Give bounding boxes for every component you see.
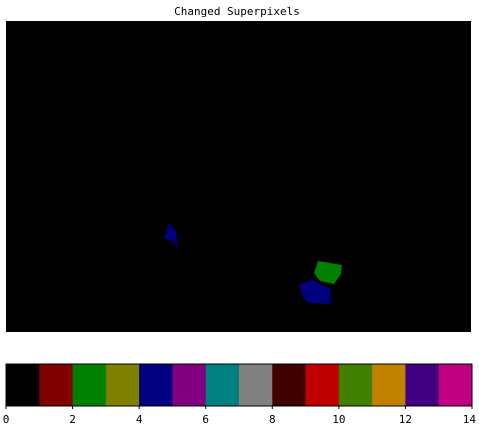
colorbar-tick-label-3: 6 — [202, 413, 209, 426]
colorbar-cell-13 — [438, 364, 473, 406]
colorbar-tick-label-6: 12 — [399, 413, 412, 426]
superpixel-region-2 — [314, 261, 342, 284]
colorbar-frame — [5, 363, 473, 407]
colorbar-tick-label-1: 2 — [69, 413, 76, 426]
colorbar-cell-0 — [6, 364, 40, 406]
colorbar-cell-1 — [39, 364, 74, 406]
colorbar-cell-3 — [105, 364, 140, 406]
colorbar-cell-8 — [272, 364, 307, 406]
colorbar-cell-10 — [338, 364, 373, 406]
colorbar-cells — [6, 364, 473, 406]
colorbar-tick-label-0: 0 — [3, 413, 10, 426]
colorbar-cell-12 — [405, 364, 440, 406]
colorbar-ticks: 0 2 4 6 8 10 12 14 — [3, 406, 477, 426]
colorbar-tick-label-4: 8 — [269, 413, 276, 426]
colorbar-cell-4 — [139, 364, 173, 406]
superpixel-image — [6, 21, 471, 332]
changed-regions — [164, 224, 342, 304]
image-background — [6, 21, 471, 332]
colorbar-cell-11 — [372, 364, 406, 406]
colorbar-cell-6 — [205, 364, 240, 406]
colorbar-cell-7 — [239, 364, 273, 406]
colorbar: 0 2 4 6 8 10 12 14 — [3, 363, 477, 426]
colorbar-cell-5 — [172, 364, 207, 406]
chart-title: Changed Superpixels — [174, 5, 300, 18]
colorbar-cell-9 — [305, 364, 340, 406]
superpixel-region-3 — [299, 280, 331, 304]
colorbar-tick-label-5: 10 — [332, 413, 345, 426]
colorbar-cell-2 — [72, 364, 107, 406]
superpixel-region-1 — [164, 224, 178, 250]
colorbar-tick-label-7: 14 — [463, 413, 477, 426]
colorbar-tick-label-2: 4 — [136, 413, 143, 426]
